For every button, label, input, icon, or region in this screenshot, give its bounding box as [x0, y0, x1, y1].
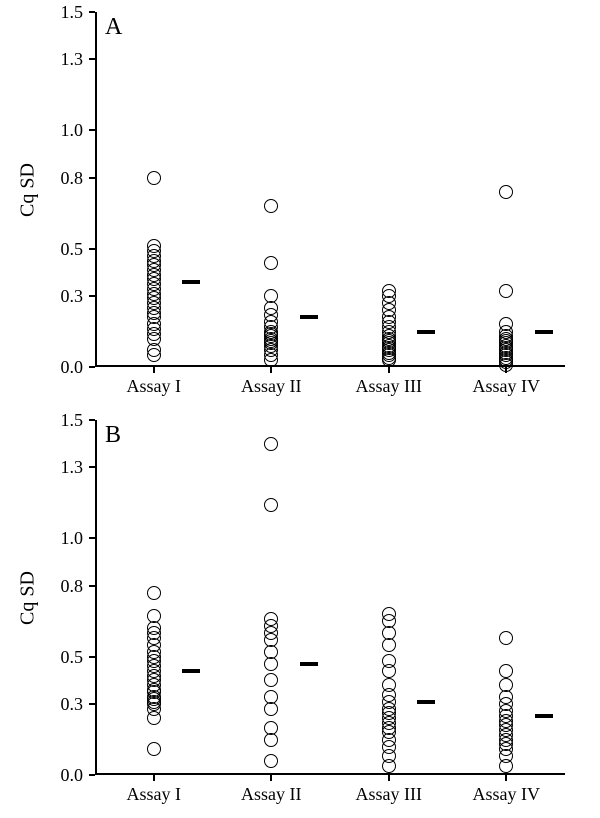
y-tick-label: 0.0 [0, 358, 83, 376]
mean-indicator [182, 669, 200, 673]
data-point [382, 284, 396, 298]
x-tick-label: Assay III [356, 785, 422, 803]
x-tick-label: Assay I [127, 377, 182, 395]
data-point [264, 437, 278, 451]
data-point [264, 690, 278, 704]
y-tick [89, 585, 95, 587]
x-tick [270, 367, 272, 373]
x-tick-label: Assay III [356, 377, 422, 395]
data-point [499, 678, 513, 692]
y-tick-label: 1.5 [0, 411, 83, 429]
data-point [264, 289, 278, 303]
mean-indicator [535, 714, 553, 718]
y-tick-label: 0.8 [0, 169, 83, 187]
data-point [147, 742, 161, 756]
x-axis [95, 773, 565, 775]
data-point [264, 721, 278, 735]
y-axis [95, 12, 97, 367]
y-tick [89, 366, 95, 368]
data-point [264, 256, 278, 270]
y-tick-label: 0.5 [0, 240, 83, 258]
y-tick [89, 11, 95, 13]
mean-indicator [300, 315, 318, 319]
x-tick [388, 775, 390, 781]
data-point [382, 678, 396, 692]
x-tick [153, 775, 155, 781]
y-tick-label: 1.0 [0, 529, 83, 547]
y-tick-label: 0.0 [0, 766, 83, 784]
data-point [264, 199, 278, 213]
data-point [499, 317, 513, 331]
data-point [499, 284, 513, 298]
mean-indicator [417, 700, 435, 704]
data-point [499, 664, 513, 678]
x-tick-label: Assay II [241, 377, 302, 395]
data-point [264, 754, 278, 768]
y-tick-label: 0.3 [0, 695, 83, 713]
y-tick [89, 177, 95, 179]
y-tick [89, 537, 95, 539]
data-point [382, 607, 396, 621]
data-point [499, 185, 513, 199]
panel-a: 0.00.30.50.81.01.31.5Assay IAssay IIAssa… [0, 12, 600, 367]
y-tick-label: 0.5 [0, 648, 83, 666]
mean-indicator [300, 662, 318, 666]
mean-indicator [417, 330, 435, 334]
x-tick [388, 367, 390, 373]
x-tick [270, 775, 272, 781]
y-tick-label: 1.0 [0, 121, 83, 139]
x-tick [505, 775, 507, 781]
mean-indicator [535, 330, 553, 334]
data-point [264, 498, 278, 512]
y-axis-label: Cq SD [17, 571, 40, 625]
y-axis-label: Cq SD [17, 163, 40, 217]
y-tick-label: 0.8 [0, 577, 83, 595]
y-tick-label: 1.3 [0, 458, 83, 476]
panel-letter: A [105, 14, 122, 41]
data-point [147, 239, 161, 253]
y-tick [89, 656, 95, 658]
data-point [382, 654, 396, 668]
x-tick-label: Assay II [241, 785, 302, 803]
data-point [147, 171, 161, 185]
y-tick [89, 774, 95, 776]
y-tick [89, 419, 95, 421]
x-tick-label: Assay IV [473, 785, 541, 803]
y-tick [89, 129, 95, 131]
y-tick [89, 248, 95, 250]
x-tick-label: Assay I [127, 785, 182, 803]
y-tick [89, 58, 95, 60]
mean-indicator [182, 280, 200, 284]
y-tick [89, 703, 95, 705]
data-point [147, 609, 161, 623]
data-point [264, 612, 278, 626]
y-tick-label: 1.3 [0, 50, 83, 68]
y-tick-label: 0.3 [0, 287, 83, 305]
panel-b: 0.00.30.50.81.01.31.5Assay IAssay IIAssa… [0, 420, 600, 775]
y-tick [89, 295, 95, 297]
y-tick [89, 466, 95, 468]
data-point [264, 673, 278, 687]
x-tick [153, 367, 155, 373]
y-tick-label: 1.5 [0, 3, 83, 21]
y-axis [95, 420, 97, 775]
data-point [147, 586, 161, 600]
x-axis [95, 365, 565, 367]
panel-letter: B [105, 422, 121, 449]
x-tick-label: Assay IV [473, 377, 541, 395]
data-point [499, 631, 513, 645]
